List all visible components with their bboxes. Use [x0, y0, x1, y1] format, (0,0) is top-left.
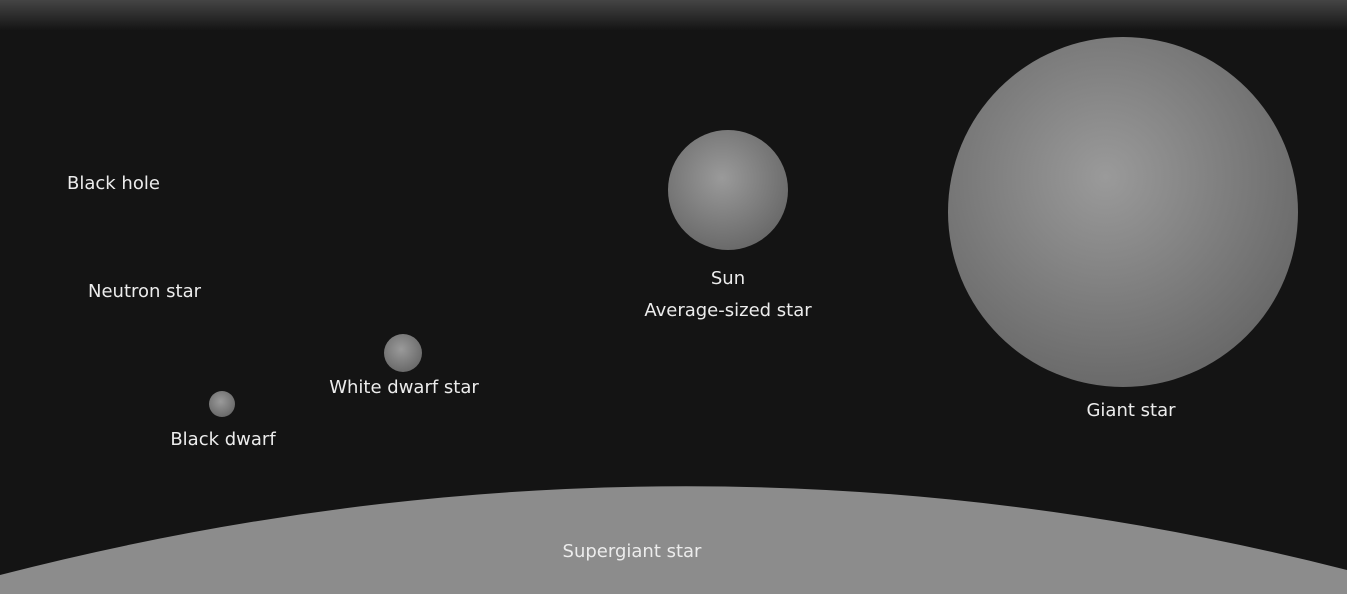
diagram: Black hole Neutron star White dwarf star… — [0, 0, 1347, 594]
object-sublabel: Average-sized star — [644, 300, 812, 321]
object-label: Giant star — [1086, 400, 1176, 421]
black-dwarf-circle — [209, 391, 235, 417]
white-dwarf-circle — [384, 334, 422, 372]
giant-star-circle — [948, 37, 1298, 387]
object-label: Black hole — [67, 173, 160, 194]
object-label: Neutron star — [88, 281, 202, 302]
object-label: Supergiant star — [563, 541, 703, 562]
object-label: Sun — [711, 268, 745, 289]
object-label: Black dwarf — [170, 429, 276, 450]
object-label: White dwarf star — [329, 377, 479, 398]
sun-circle — [668, 130, 788, 250]
page: {"objects": [ {"label": "Black hole"}, {… — [0, 0, 1347, 594]
top-band — [0, 0, 1347, 30]
